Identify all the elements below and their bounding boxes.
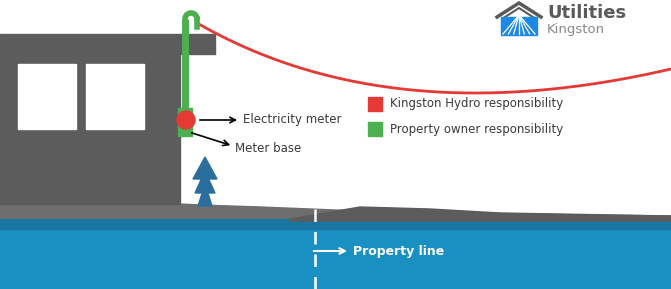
Polygon shape — [5, 94, 45, 187]
Polygon shape — [290, 207, 671, 221]
Text: Kingston: Kingston — [547, 23, 605, 36]
Bar — [0, 219, 671, 229]
Polygon shape — [180, 34, 215, 54]
Polygon shape — [193, 157, 217, 179]
Polygon shape — [0, 199, 671, 221]
Text: Meter base: Meter base — [235, 142, 301, 155]
Polygon shape — [195, 171, 215, 193]
Text: Utilities: Utilities — [547, 4, 626, 22]
Bar — [178, 108, 192, 136]
Text: Property line: Property line — [353, 244, 444, 257]
Bar — [0, 221, 671, 289]
Polygon shape — [501, 17, 537, 35]
Bar — [0, 34, 180, 204]
Polygon shape — [15, 152, 35, 187]
Text: Electricity meter: Electricity meter — [243, 114, 342, 127]
Bar — [368, 97, 382, 111]
Bar — [18, 64, 76, 129]
Polygon shape — [11, 129, 39, 164]
Bar — [86, 64, 144, 129]
Text: Kingston Hydro responsibility: Kingston Hydro responsibility — [390, 97, 563, 110]
Polygon shape — [8, 104, 42, 139]
Bar — [368, 122, 382, 136]
Circle shape — [177, 111, 195, 129]
Polygon shape — [198, 184, 212, 206]
Bar — [22, 182, 28, 194]
Text: Property owner responsibility: Property owner responsibility — [390, 123, 563, 136]
